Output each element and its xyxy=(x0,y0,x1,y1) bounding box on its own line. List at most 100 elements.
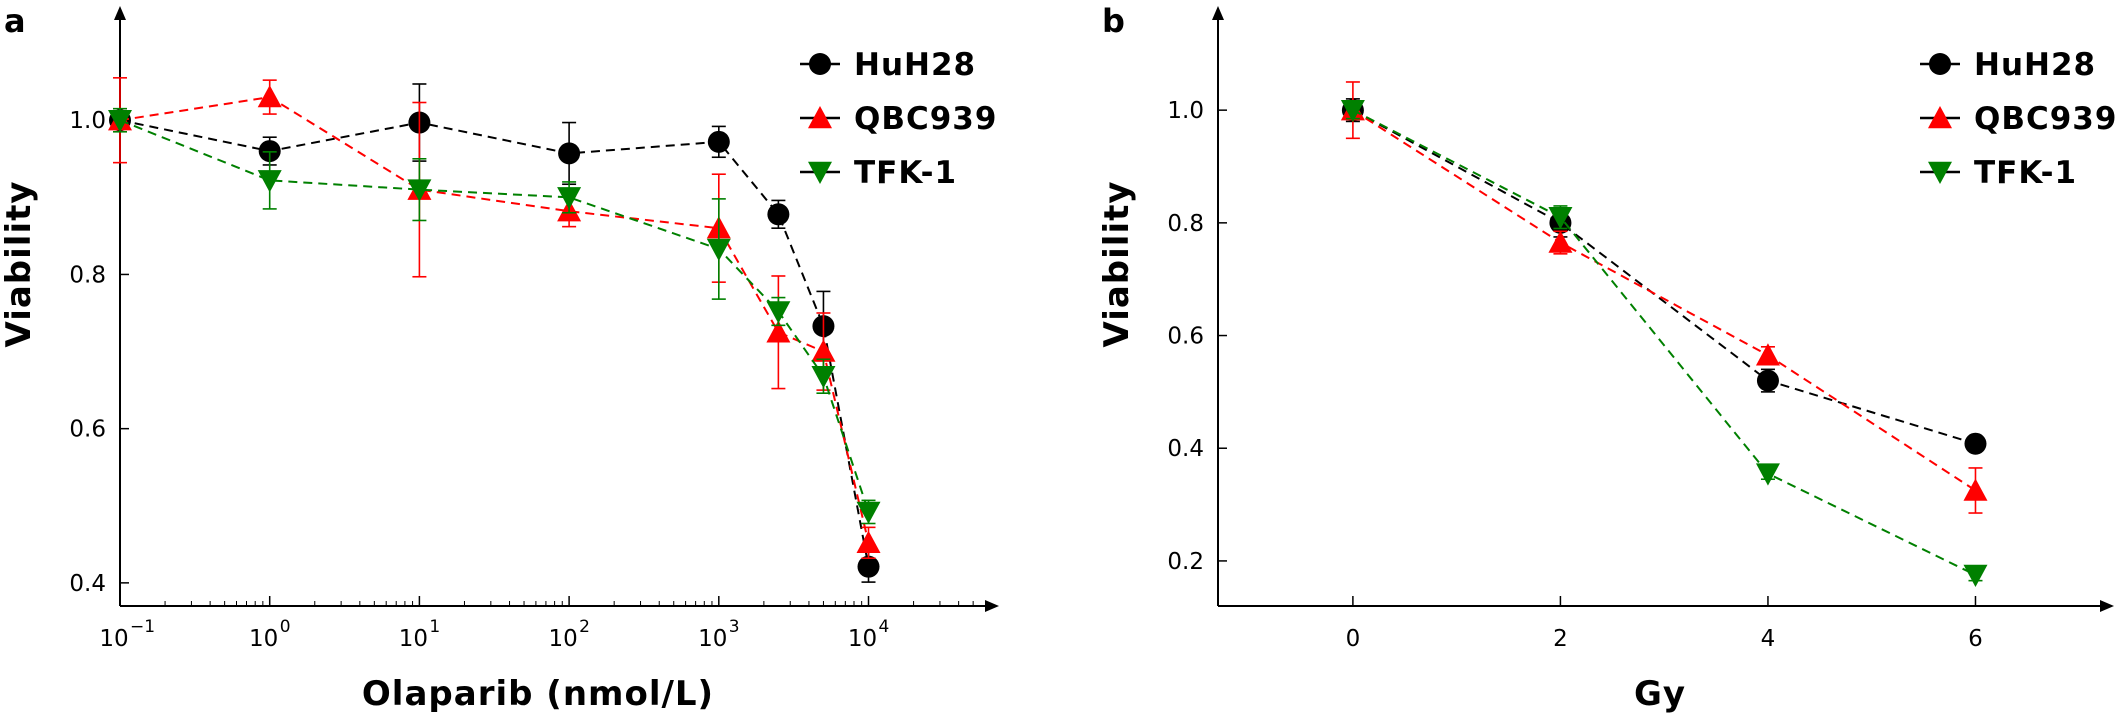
x-tick-label: 10 xyxy=(99,626,128,652)
legend-marker xyxy=(808,106,832,129)
panel-a-series xyxy=(108,77,881,583)
x-tick-label-exponent: 0 xyxy=(280,617,291,637)
data-point xyxy=(1755,463,1780,486)
panel-b: b 0.2 0.4 0.6 0.8 1.0 0 2 4 6 HuH28 QBC939 TFK-1 G… xyxy=(1097,2,2117,714)
panel-b-x-axis-title: Gy xyxy=(1634,674,1686,714)
x-tick-label: 10 xyxy=(399,626,428,652)
y-tick-label: 0.4 xyxy=(69,571,106,597)
data-point xyxy=(767,203,790,226)
legend-marker xyxy=(1928,106,1952,129)
data-point xyxy=(257,85,282,108)
x-tick-label: 4 xyxy=(1761,626,1776,652)
legend-marker xyxy=(809,53,831,75)
legend-entry-TFK-1: TFK-1 xyxy=(800,155,957,191)
x-tick-label: 2 xyxy=(1553,626,1568,652)
y-tick-label: 1.0 xyxy=(69,108,106,134)
data-point xyxy=(1340,99,1365,123)
series-line xyxy=(119,119,870,567)
x-axis-arrow xyxy=(985,600,999,612)
panel-a-x-axis-title: Olaparib (nmol/L) xyxy=(362,674,714,714)
data-point xyxy=(766,301,791,324)
x-tick-label-exponent: 2 xyxy=(579,617,590,637)
x-tick-label: 10 xyxy=(548,626,577,652)
series-line xyxy=(1352,109,1977,492)
panel-b-axes xyxy=(1212,6,2114,612)
panel-a-y-axis-title: Viability xyxy=(0,180,39,347)
data-point xyxy=(707,130,730,153)
data-point xyxy=(1963,564,1988,588)
series-QBC939 xyxy=(1340,81,1988,514)
x-tick-label-exponent: 1 xyxy=(429,617,440,637)
panel-a-ticks: 0.40.60.81.010 −1 10 0 10 1 10 2 10 3 10 4 xyxy=(69,108,974,652)
x-tick-label-exponent: −1 xyxy=(130,617,155,637)
panel-a-legend: HuH28 QBC939 TFK-1 xyxy=(800,47,997,191)
legend-label: HuH28 xyxy=(1974,47,2096,83)
legend-label: TFK-1 xyxy=(1974,155,2077,191)
y-tick-label: 0.6 xyxy=(69,417,106,443)
data-point xyxy=(108,110,132,133)
y-tick-label: 0.6 xyxy=(1167,324,1204,350)
x-tick-label: 10 xyxy=(848,626,877,652)
data-point xyxy=(766,320,791,343)
x-tick-label: 10 xyxy=(698,626,727,652)
y-tick-label: 0.4 xyxy=(1167,436,1204,462)
legend-marker xyxy=(1929,53,1951,75)
legend-entry-HuH28: HuH28 xyxy=(1920,47,2096,83)
panel-b-legend: HuH28 QBC939 TFK-1 xyxy=(1920,47,2117,191)
data-point xyxy=(856,530,881,553)
data-point xyxy=(857,555,880,578)
series-HuH28 xyxy=(1341,98,1987,455)
series-line xyxy=(119,119,870,513)
data-point xyxy=(706,238,731,262)
panel-a-axes xyxy=(114,6,999,612)
series-line xyxy=(1352,109,1976,445)
data-point xyxy=(1963,478,1988,501)
panel-b-series xyxy=(1340,81,1988,588)
legend-label: HuH28 xyxy=(854,47,976,83)
legend-label: TFK-1 xyxy=(854,155,957,191)
series-line xyxy=(1352,109,1976,576)
legend-entry-HuH28: HuH28 xyxy=(800,47,976,83)
data-point xyxy=(1548,230,1573,253)
x-tick-label-exponent: 3 xyxy=(729,617,740,637)
series-line xyxy=(119,96,870,544)
series-TFK-1 xyxy=(1340,99,1988,588)
data-point xyxy=(1548,207,1573,230)
data-point xyxy=(811,339,836,362)
data-point xyxy=(257,170,282,193)
y-axis-arrow xyxy=(114,6,126,20)
legend-label: QBC939 xyxy=(1974,101,2117,137)
panel-b-ticks: 0.2 0.4 0.6 0.8 1.0 0 2 4 6 xyxy=(1167,98,1982,652)
x-tick-label: 0 xyxy=(1346,626,1361,652)
data-point xyxy=(1964,432,1987,455)
data-point xyxy=(1755,343,1780,366)
x-tick-label: 6 xyxy=(1968,626,1983,652)
panel-b-y-axis-title: Viability xyxy=(1097,180,1137,347)
data-point xyxy=(558,142,581,165)
y-tick-label: 0.8 xyxy=(1167,211,1204,237)
x-tick-label: 10 xyxy=(249,626,278,652)
series-TFK-1 xyxy=(108,107,881,525)
y-tick-label: 0.2 xyxy=(1167,549,1204,575)
data-point xyxy=(557,187,582,210)
data-point xyxy=(811,366,836,389)
series-QBC939 xyxy=(108,77,881,559)
x-axis-arrow xyxy=(2100,600,2114,612)
legend-entry-QBC939: QBC939 xyxy=(800,101,997,137)
legend-marker xyxy=(808,161,832,184)
legend-label: QBC939 xyxy=(854,101,997,137)
data-point xyxy=(856,501,881,524)
panel-letter-a: a xyxy=(4,2,26,40)
y-tick-label: 0.8 xyxy=(69,262,106,288)
y-axis-arrow xyxy=(1212,6,1224,20)
legend-entry-QBC939: QBC939 xyxy=(1920,101,2117,137)
panel-a: a 0.40.60.81.010 −1 10 0 10 1 10 2 10 3 10 4 HuH28Q… xyxy=(0,2,999,714)
legend-entry-TFK-1: TFK-1 xyxy=(1920,155,2077,191)
x-tick-label-exponent: 4 xyxy=(879,617,890,637)
legend-marker xyxy=(1928,161,1952,184)
panel-letter-b: b xyxy=(1102,2,1125,40)
data-point xyxy=(1756,369,1779,392)
data-point xyxy=(407,179,432,202)
y-tick-label: 1.0 xyxy=(1167,98,1204,124)
